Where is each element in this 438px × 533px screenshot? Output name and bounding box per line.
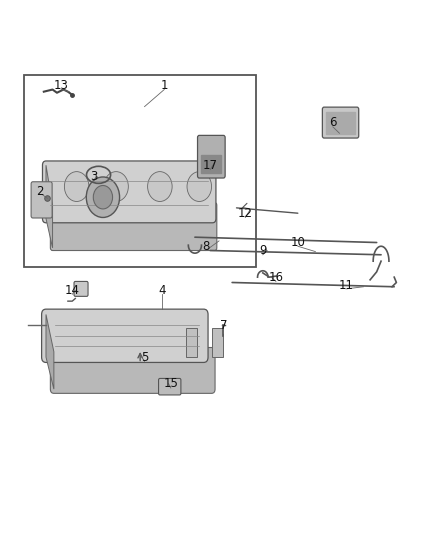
FancyBboxPatch shape bbox=[42, 309, 208, 362]
Bar bbox=[212, 328, 223, 357]
Polygon shape bbox=[46, 165, 53, 248]
Polygon shape bbox=[326, 112, 355, 134]
Text: 13: 13 bbox=[54, 79, 69, 92]
FancyBboxPatch shape bbox=[50, 203, 217, 251]
Circle shape bbox=[148, 172, 172, 201]
Text: 17: 17 bbox=[203, 159, 218, 172]
Text: 16: 16 bbox=[268, 271, 283, 284]
Circle shape bbox=[64, 172, 89, 201]
Text: 5: 5 bbox=[141, 351, 148, 364]
Text: 14: 14 bbox=[65, 284, 80, 297]
FancyBboxPatch shape bbox=[31, 182, 52, 218]
FancyBboxPatch shape bbox=[74, 281, 88, 296]
Text: 2: 2 bbox=[35, 185, 43, 198]
Text: 10: 10 bbox=[290, 236, 305, 249]
Polygon shape bbox=[46, 314, 54, 389]
Text: 9: 9 bbox=[259, 244, 267, 257]
Circle shape bbox=[93, 185, 113, 209]
Text: 1: 1 bbox=[160, 79, 168, 92]
FancyBboxPatch shape bbox=[42, 161, 216, 223]
Text: 7: 7 bbox=[219, 319, 227, 332]
Text: 4: 4 bbox=[158, 284, 166, 297]
Text: 11: 11 bbox=[339, 279, 353, 292]
Text: 3: 3 bbox=[91, 171, 98, 183]
Circle shape bbox=[104, 172, 128, 201]
Text: 8: 8 bbox=[202, 240, 209, 253]
Text: 12: 12 bbox=[238, 207, 253, 220]
Circle shape bbox=[187, 172, 212, 201]
Text: 15: 15 bbox=[163, 377, 178, 390]
FancyBboxPatch shape bbox=[322, 107, 359, 138]
Polygon shape bbox=[201, 155, 221, 173]
Text: 6: 6 bbox=[329, 116, 337, 129]
FancyBboxPatch shape bbox=[159, 378, 181, 395]
Bar bbox=[186, 328, 197, 357]
Bar bbox=[24, 75, 256, 266]
Circle shape bbox=[86, 177, 120, 217]
FancyBboxPatch shape bbox=[198, 135, 225, 178]
FancyBboxPatch shape bbox=[50, 348, 215, 393]
